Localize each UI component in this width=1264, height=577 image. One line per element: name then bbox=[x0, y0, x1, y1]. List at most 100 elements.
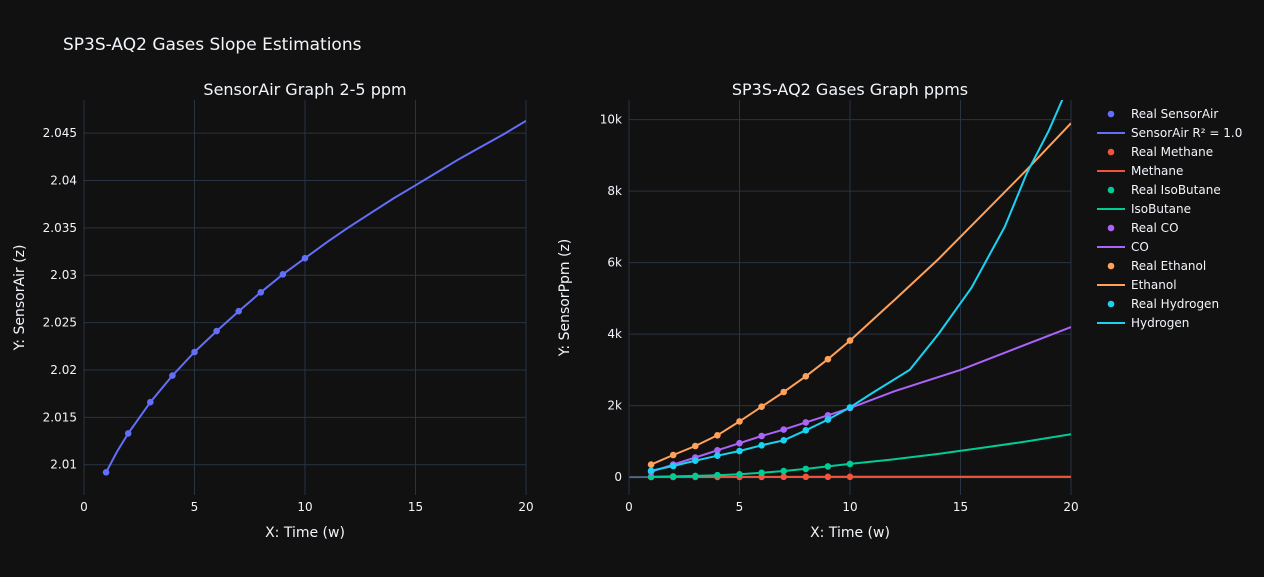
left-y-tick-label: 2.015 bbox=[43, 410, 77, 424]
data-point-hydrogen bbox=[824, 416, 832, 423]
right-x-tick-label: 10 bbox=[842, 500, 857, 514]
legend-item[interactable]: Real CO bbox=[1107, 221, 1179, 235]
legend-item[interactable]: Real Ethanol bbox=[1107, 259, 1207, 273]
left-y-tick-label: 2.035 bbox=[43, 221, 77, 235]
legend-label: SensorAir R² = 1.0 bbox=[1131, 126, 1242, 140]
legend-item[interactable]: IsoButane bbox=[1097, 202, 1191, 216]
series-line-hydrogen bbox=[650, 100, 1064, 472]
left-x-tick-label: 15 bbox=[408, 500, 423, 514]
left-y-tick-label: 2.04 bbox=[50, 174, 77, 188]
data-point-ethanol bbox=[802, 373, 810, 380]
legend-marker-icon bbox=[1107, 186, 1115, 194]
legend-label: Hydrogen bbox=[1131, 316, 1189, 330]
data-point-co bbox=[736, 439, 743, 447]
data-point-hydrogen bbox=[846, 404, 854, 411]
right-x-tick-label: 5 bbox=[736, 500, 744, 514]
data-point-isobutane bbox=[647, 473, 655, 481]
left-x-axis-title: X: Time (w) bbox=[265, 525, 345, 541]
figure-title: SP3S-AQ2 Gases Slope Estimations bbox=[63, 35, 362, 55]
data-point-methane bbox=[824, 473, 832, 481]
legend-item[interactable]: Real Methane bbox=[1107, 145, 1213, 159]
data-point-isobutane bbox=[669, 473, 677, 480]
right-plot: SP3S-AQ2 Gases Graph ppms X: Time (w) Y:… bbox=[557, 80, 1079, 541]
data-point-co bbox=[714, 447, 721, 454]
left-plot-title: SensorAir Graph 2-5 ppm bbox=[203, 80, 406, 99]
legend-label: Real IsoButane bbox=[1131, 183, 1221, 197]
legend-label: Real Methane bbox=[1131, 145, 1213, 159]
legend-label: Ethanol bbox=[1131, 278, 1177, 292]
legend-marker-icon bbox=[1107, 262, 1115, 270]
right-y-axis-title: Y: SensorPpm (z) bbox=[557, 239, 573, 358]
data-point-hydrogen bbox=[669, 462, 677, 470]
data-point-ethanol bbox=[780, 388, 787, 396]
legend-item[interactable]: Hydrogen bbox=[1097, 316, 1189, 330]
legend-item[interactable]: Ethanol bbox=[1097, 278, 1177, 292]
left-y-axis-title: Y: SensorAir (z) bbox=[12, 245, 28, 352]
legend-marker-icon bbox=[1107, 148, 1115, 156]
data-point-sensorair bbox=[124, 430, 132, 437]
data-point-hydrogen bbox=[692, 457, 699, 465]
legend-label: CO bbox=[1131, 240, 1149, 254]
data-point-sensorair bbox=[191, 348, 198, 356]
legend-item[interactable]: Methane bbox=[1097, 164, 1183, 178]
data-point-co bbox=[758, 432, 765, 440]
right-plot-area bbox=[647, 100, 1071, 481]
legend-item[interactable]: Real Hydrogen bbox=[1107, 297, 1219, 311]
data-point-sensorair bbox=[102, 469, 110, 476]
legend-marker-icon bbox=[1107, 224, 1115, 232]
legend-label: Real CO bbox=[1131, 221, 1179, 235]
data-point-hydrogen bbox=[647, 467, 655, 475]
legend-label: Methane bbox=[1131, 164, 1183, 178]
data-point-ethanol bbox=[692, 442, 699, 450]
legend-item[interactable]: CO bbox=[1097, 240, 1149, 254]
left-y-tick-label: 2.025 bbox=[43, 316, 77, 330]
left-y-tick-label: 2.01 bbox=[50, 458, 77, 472]
data-point-ethanol bbox=[736, 418, 743, 425]
left-grid bbox=[83, 100, 527, 495]
data-point-sensorair bbox=[235, 307, 242, 315]
left-x-tick-label: 10 bbox=[297, 500, 312, 514]
left-x-tick-label: 5 bbox=[191, 500, 199, 514]
legend-label: IsoButane bbox=[1131, 202, 1191, 216]
right-x-axis-title: X: Time (w) bbox=[810, 525, 890, 541]
data-point-hydrogen bbox=[802, 427, 810, 434]
right-x-tick-label: 20 bbox=[1063, 500, 1078, 514]
data-point-methane bbox=[780, 473, 787, 481]
right-y-tick-label: 6k bbox=[607, 256, 622, 270]
data-point-hydrogen bbox=[780, 437, 787, 444]
data-point-ethanol bbox=[846, 337, 854, 344]
right-plot-title: SP3S-AQ2 Gases Graph ppms bbox=[732, 80, 968, 99]
data-point-ethanol bbox=[669, 451, 677, 459]
legend-marker-icon bbox=[1107, 110, 1115, 118]
legend-item[interactable]: SensorAir R² = 1.0 bbox=[1097, 126, 1242, 140]
data-point-sensorair bbox=[257, 289, 265, 296]
data-point-isobutane bbox=[714, 471, 721, 479]
data-point-isobutane bbox=[802, 465, 810, 473]
data-point-sensorair bbox=[147, 398, 154, 406]
data-point-hydrogen bbox=[758, 442, 765, 449]
right-x-tick-label: 15 bbox=[953, 500, 968, 514]
data-point-ethanol bbox=[647, 461, 655, 468]
data-point-isobutane bbox=[780, 467, 787, 475]
legend-label: Real Ethanol bbox=[1131, 259, 1206, 273]
right-x-tick-label: 0 bbox=[625, 500, 633, 514]
legend[interactable]: Real SensorAir SensorAir R² = 1.0 Real Met… bbox=[1097, 107, 1242, 330]
data-point-co bbox=[802, 419, 810, 426]
legend-item[interactable]: Real SensorAir bbox=[1107, 107, 1219, 121]
legend-item[interactable]: Real IsoButane bbox=[1107, 183, 1221, 197]
right-y-tick-label: 4k bbox=[607, 327, 622, 341]
left-y-tick-label: 2.03 bbox=[50, 268, 77, 282]
data-point-hydrogen bbox=[714, 452, 721, 460]
left-y-tick-label: 2.045 bbox=[43, 126, 77, 140]
legend-marker-icon bbox=[1107, 300, 1115, 308]
legend-label: Real Hydrogen bbox=[1131, 297, 1219, 311]
left-x-tick-label: 0 bbox=[80, 500, 88, 514]
data-point-methane bbox=[846, 473, 854, 481]
data-point-isobutane bbox=[692, 472, 699, 480]
right-y-tick-label: 8k bbox=[607, 184, 622, 198]
data-point-isobutane bbox=[846, 460, 854, 468]
data-point-sensorair bbox=[169, 372, 176, 379]
series-line-co bbox=[650, 326, 1071, 473]
